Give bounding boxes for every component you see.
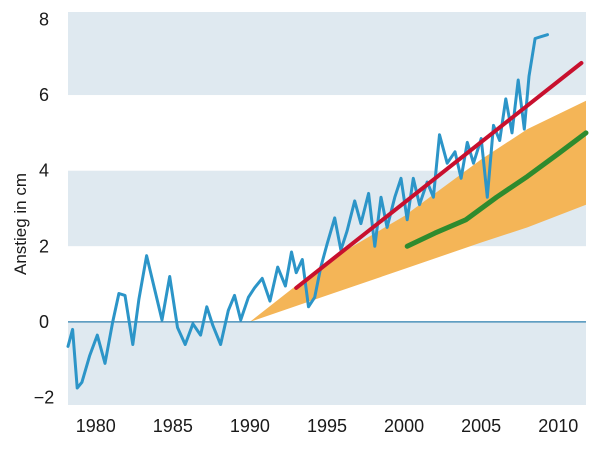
projection-layer	[249, 100, 586, 322]
grid-band	[68, 12, 586, 96]
x-tick-label: 2005	[461, 416, 501, 436]
x-tick-label: 1990	[230, 416, 270, 436]
x-tick-label: 2010	[538, 416, 578, 436]
y-axis-ticks: −2 0 2 4 6 8	[34, 10, 55, 408]
y-tick-label: 4	[39, 161, 49, 181]
y-tick-label: 6	[39, 85, 49, 105]
projection-central-line	[404, 130, 589, 249]
y-tick-label: 0	[39, 312, 49, 332]
x-axis-ticks: 1980 1985 1990 1995 2000 2005 2010	[76, 416, 579, 436]
trend-line	[294, 61, 584, 290]
x-tick-label: 1995	[307, 416, 347, 436]
grid-band	[68, 321, 586, 405]
series-layer	[66, 33, 589, 390]
y-tick-label: −2	[34, 387, 55, 407]
x-tick-label: 1985	[153, 416, 193, 436]
y-axis-label: Anstieg in cm	[11, 173, 30, 275]
y-tick-label: 8	[39, 10, 49, 30]
x-tick-label: 1980	[76, 416, 116, 436]
x-tick-label: 2000	[384, 416, 424, 436]
projection-range-band	[249, 100, 586, 322]
observed-series-line	[66, 33, 549, 390]
y-tick-label: 2	[39, 236, 49, 256]
